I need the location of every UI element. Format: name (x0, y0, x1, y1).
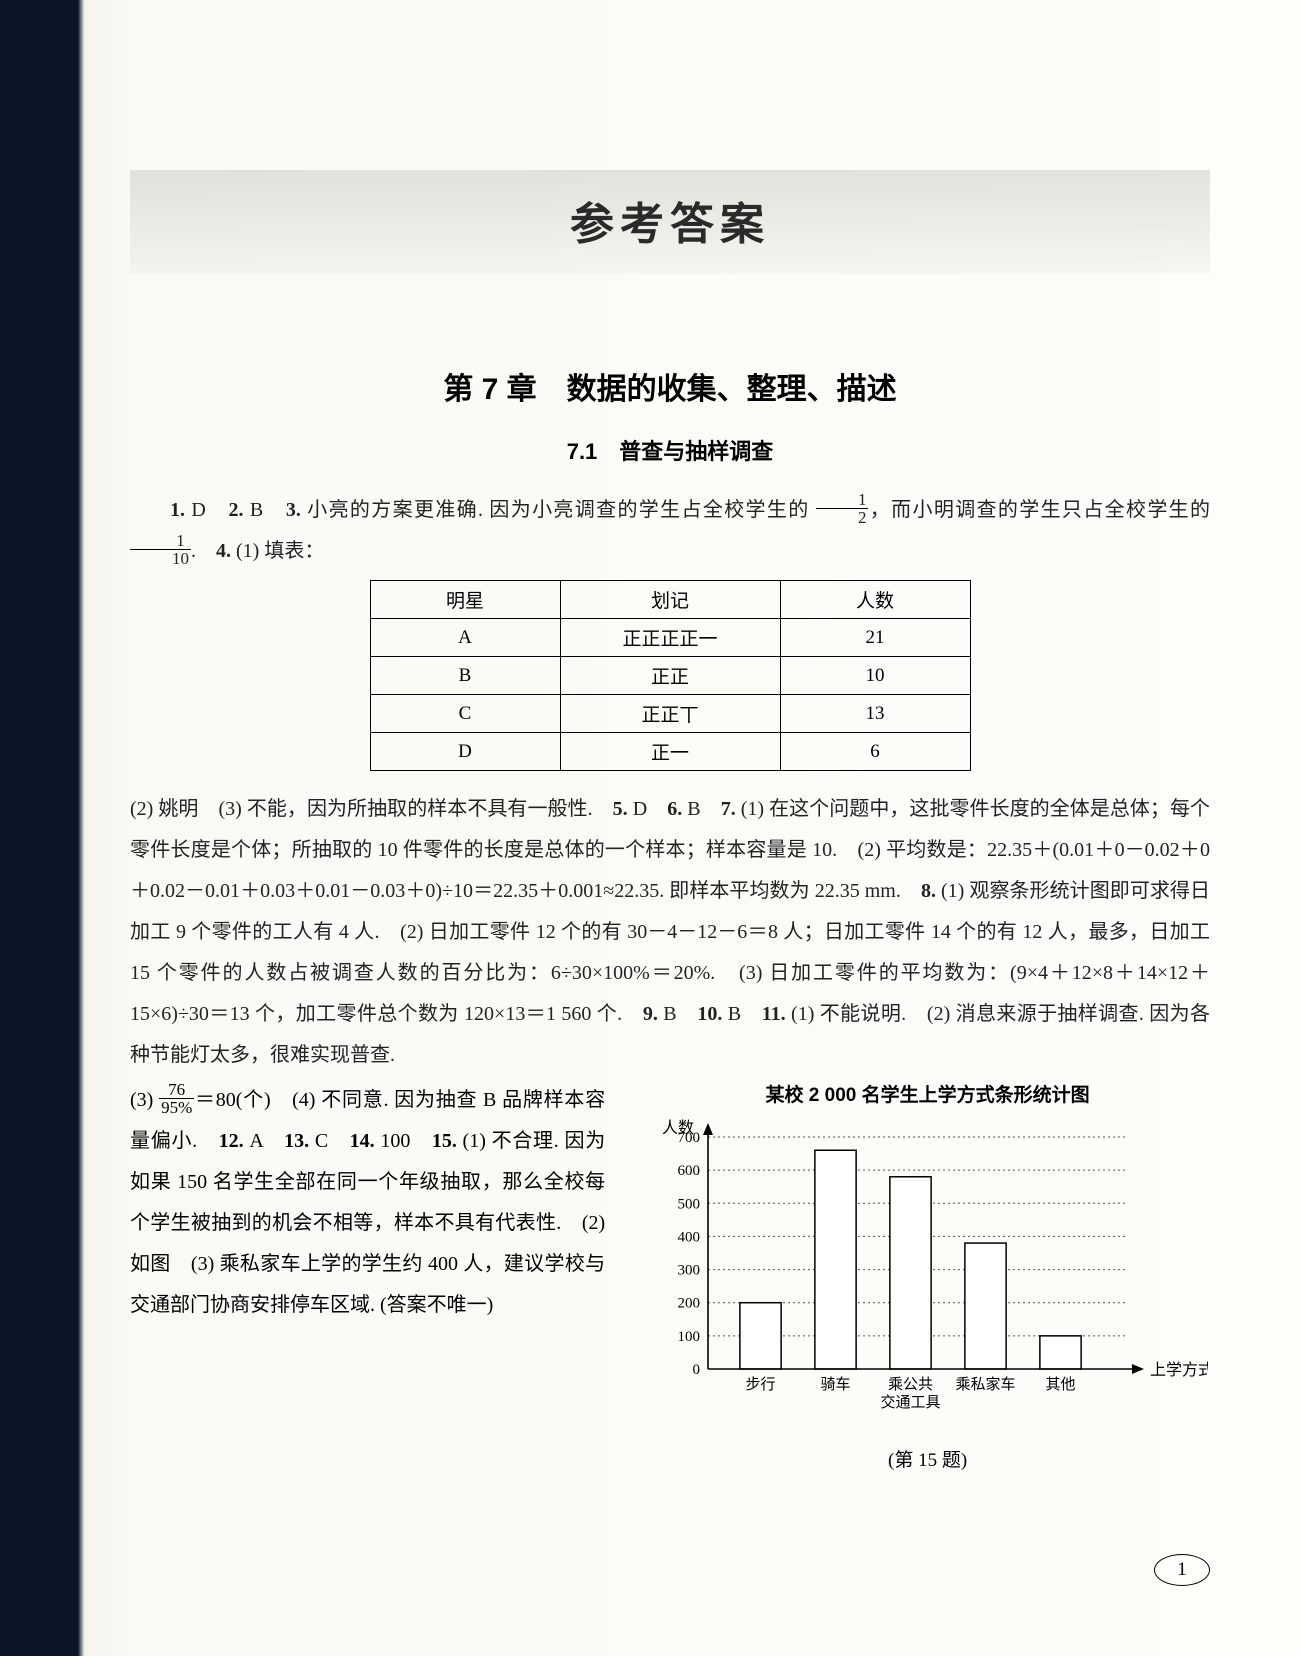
chapter-heading: 第 7 章 数据的收集、整理、描述 (130, 364, 1210, 408)
svg-text:乘私家车: 乘私家车 (955, 1376, 1015, 1393)
svg-text:其他: 其他 (1045, 1376, 1075, 1393)
right-column-chart: 某校 2 000 名学生上学方式条形统计图 100 200 300 400 500 600… (625, 1080, 1230, 1472)
bar-chart: 1002003004005006007000人数上学方式步行骑车乘公共交通工具乘… (648, 1117, 1208, 1427)
two-column-layout: (3) 7695%＝80(个) (4) 不同意. 因为抽查 B 品牌样本容量偏小… (130, 1080, 1210, 1472)
page-scan: 参考答案 第 7 章 数据的收集、整理、描述 7.1 普查与抽样调查 1. D … (0, 0, 1300, 1656)
chart-caption: (第 15 题) (625, 1445, 1230, 1472)
table-header: 明星 (370, 581, 560, 619)
table-row: D正一6 (370, 733, 970, 771)
svg-text:600: 600 (677, 1163, 700, 1179)
table-row: A正正正正一21 (370, 619, 970, 657)
section-heading: 7.1 普查与抽样调查 (130, 434, 1210, 466)
mid-body-text: (2) 姚明 (3) 不能，因为所抽取的样本不具有一般性. 5. D 6. B … (130, 789, 1210, 1076)
table-row: B正正10 (370, 657, 970, 695)
svg-text:500: 500 (677, 1196, 700, 1212)
table-row: C正正丅13 (370, 695, 970, 733)
title-banner: 参考答案 (130, 170, 1210, 274)
table-header: 划记 (560, 581, 780, 619)
main-title: 参考答案 (130, 188, 1210, 252)
svg-text:乘公共: 乘公共 (888, 1376, 933, 1393)
svg-text:交通工具: 交通工具 (880, 1393, 940, 1411)
svg-text:100: 100 (677, 1329, 700, 1345)
svg-text:上学方式: 上学方式 (1150, 1361, 1208, 1379)
svg-text:骑车: 骑车 (820, 1376, 850, 1393)
chart-title: 某校 2 000 名学生上学方式条形统计图 (625, 1080, 1230, 1107)
svg-text:300: 300 (677, 1263, 700, 1279)
svg-text:0: 0 (692, 1362, 700, 1378)
tally-table: 明星划记人数A正正正正一21B正正10C正正丅13D正一6 (370, 580, 971, 771)
svg-text:400: 400 (677, 1229, 700, 1245)
table-header: 人数 (780, 581, 970, 619)
left-column-text: (3) 7695%＝80(个) (4) 不同意. 因为抽查 B 品牌样本容量偏小… (130, 1080, 605, 1472)
pre-table-text: 1. D 2. B 3. 小亮的方案更准确. 因为小亮调查的学生占全校学生的 1… (130, 490, 1210, 572)
svg-text:步行: 步行 (745, 1376, 775, 1393)
page-number: 1 (1154, 1554, 1210, 1586)
svg-text:200: 200 (677, 1296, 700, 1312)
svg-text:人数: 人数 (662, 1119, 694, 1137)
